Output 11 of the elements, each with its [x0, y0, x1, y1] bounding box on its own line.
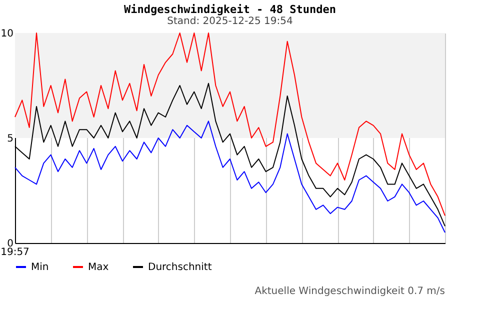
- text: 19:57: [0, 247, 30, 258]
- legend-label: Durchschnitt: [148, 262, 212, 273]
- legend-label: Min: [31, 262, 49, 273]
- line-series: [14, 120, 446, 233]
- chart-title: Windgeschwindigkeit - 48 Stunden: [124, 3, 336, 16]
- legend-label: Max: [88, 262, 109, 273]
- line-series: [14, 32, 446, 216]
- y-tick-label: 10: [0, 28, 14, 40]
- y-tick-label: 5: [7, 134, 14, 144]
- chart-subtitle: Stand: 2025-12-25 19:54: [167, 16, 293, 27]
- text: Aktuelle Windgeschwindigkeit 0.7 m/s: [254, 286, 445, 297]
